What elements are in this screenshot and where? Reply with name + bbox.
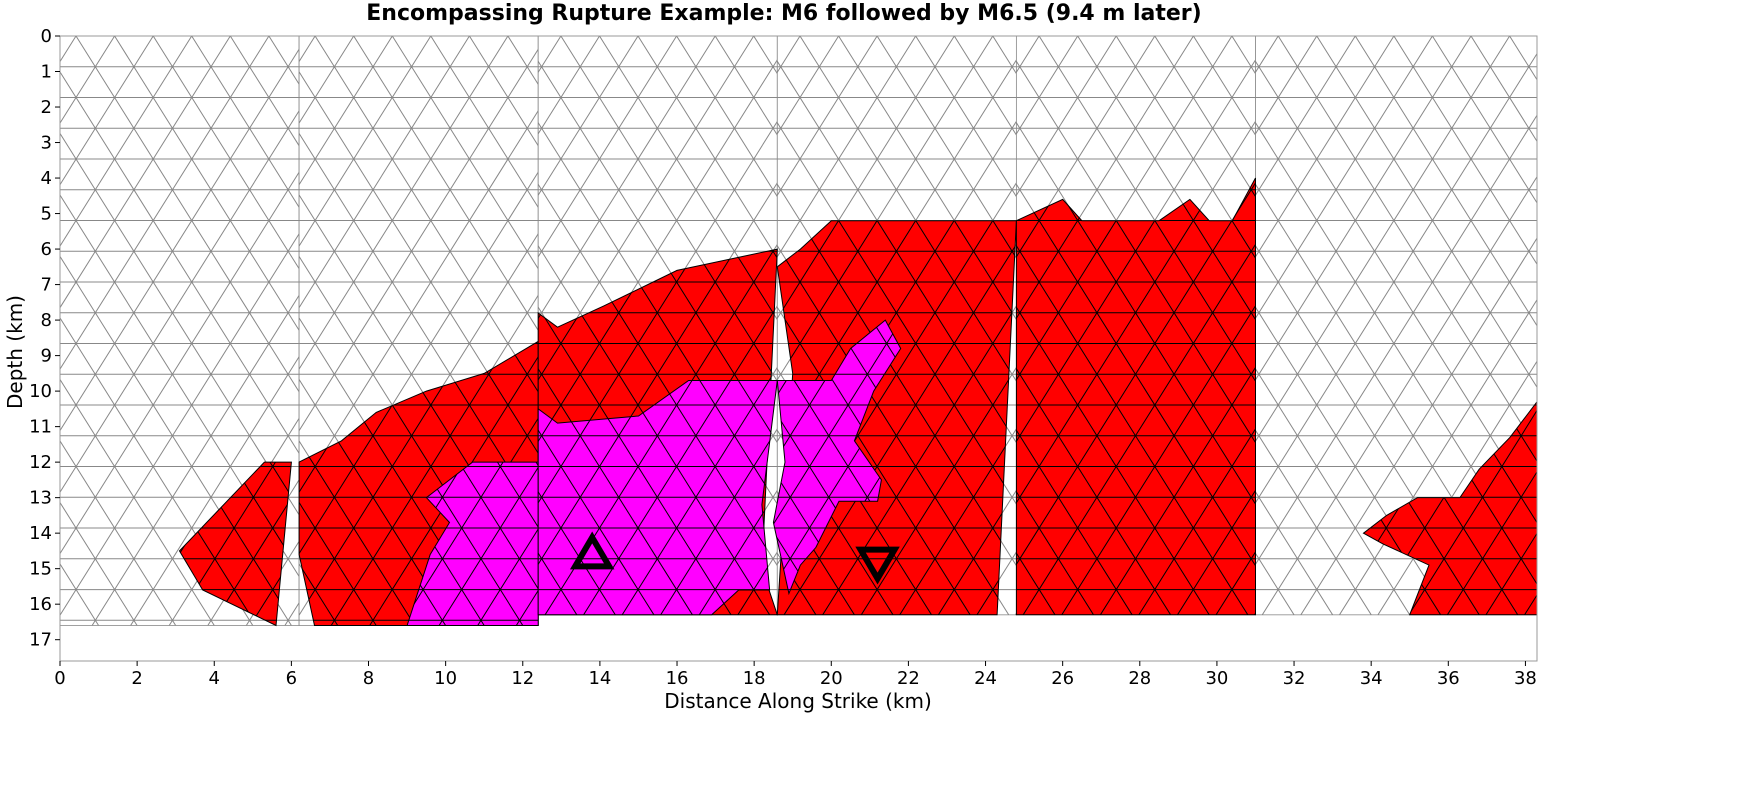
m6-rupture-mesh [407,462,539,626]
m6-5-rupture-mesh [1016,178,1256,615]
m6-rupture-mesh [773,320,901,594]
y-tick-label: 16 [29,594,52,615]
m6-rupture-region-1 [406,461,539,626]
rupture-element-edges [299,341,539,626]
m6-5-rupture-patch [1362,400,1537,616]
hypocenter-up-marker [569,531,615,570]
x-tick-label: 28 [1128,668,1151,689]
y-tick-label: 15 [29,559,52,580]
x-tick-label: 2 [131,668,142,689]
x-tick-label: 18 [743,668,766,689]
y-tick-label: 11 [29,417,52,438]
x-tick-label: 16 [666,668,689,689]
rupture-element-edges [538,380,778,615]
unruptured-mesh [60,36,300,626]
x-tick-label: 34 [1360,668,1383,689]
plot-frame [59,35,1538,662]
x-tick-label: 6 [286,668,297,689]
axis-ticks: 0 2 4 6 8 10 12 14 16 18 20 22 24 26 28 30 32 34 36 3801234… [29,26,1537,689]
y-tick-label: 9 [41,346,52,367]
x-tick-label: 30 [1205,668,1228,689]
x-tick-label: 12 [511,668,534,689]
m6-rupture-patch [772,319,902,596]
x-tick-label: 26 [1051,668,1074,689]
y-tick-label: 1 [41,62,52,83]
hypocenter-down-marker [855,546,900,585]
m6-rupture-mesh [538,380,778,615]
m6-5-rupture-patch [178,461,292,627]
y-tick-label: 12 [29,452,52,473]
y-tick-label: 17 [29,630,52,651]
y-tick-label: 4 [41,168,52,189]
y-tick-label: 14 [29,523,52,544]
y-tick-label: 8 [41,310,52,331]
rupture-element-edges [773,320,901,594]
x-axis-label: Distance Along Strike (km) [664,689,932,713]
m6-5-rupture-mesh [179,462,292,626]
x-tick-label: 0 [54,668,65,689]
section-mesh [60,36,300,626]
y-tick-label: 0 [41,26,52,47]
x-tick-label: 14 [588,668,611,689]
y-tick-label: 10 [29,381,52,402]
m6-5-rupture-region-1 [178,461,292,627]
y-tick-label: 5 [41,204,52,225]
rupture-element-edges [179,462,292,626]
x-tick-label: 36 [1437,668,1460,689]
chart-title: Encompassing Rupture Example: M6 followe… [366,1,1201,26]
m6-5-rupture-mesh [777,220,1017,615]
x-tick-label: 4 [209,668,220,689]
rupture-element-edges [407,462,539,626]
rupture-element-edges [777,220,1017,615]
y-tick-label: 7 [41,275,52,296]
m6-5-rupture-region-6 [1362,400,1537,616]
x-tick-label: 8 [363,668,374,689]
x-tick-label: 20 [820,668,843,689]
x-tick-label: 22 [897,668,920,689]
plot-area [60,36,1537,627]
x-tick-label: 32 [1283,668,1306,689]
m6-rupture-region-3 [772,319,902,596]
y-tick-label: 3 [41,133,52,154]
y-tick-label: 6 [41,239,52,260]
m6-5-rupture-region-5 [1015,177,1256,616]
section-mesh [1255,36,1537,615]
y-tick-label: 2 [41,97,52,118]
m6-5-rupture-mesh [299,341,539,626]
x-tick-label: 38 [1514,668,1537,689]
m6-rupture-patch [406,461,539,626]
y-axis-label: Depth (km) [3,295,27,409]
x-tick-label: 10 [434,668,457,689]
unruptured-mesh [1255,36,1537,615]
rupture-element-edges [1016,178,1256,615]
m6-rupture-region-2 [537,380,778,616]
x-tick-label: 24 [974,668,997,689]
y-tick-label: 13 [29,488,52,509]
m6-5-rupture-region-4 [776,220,1017,616]
